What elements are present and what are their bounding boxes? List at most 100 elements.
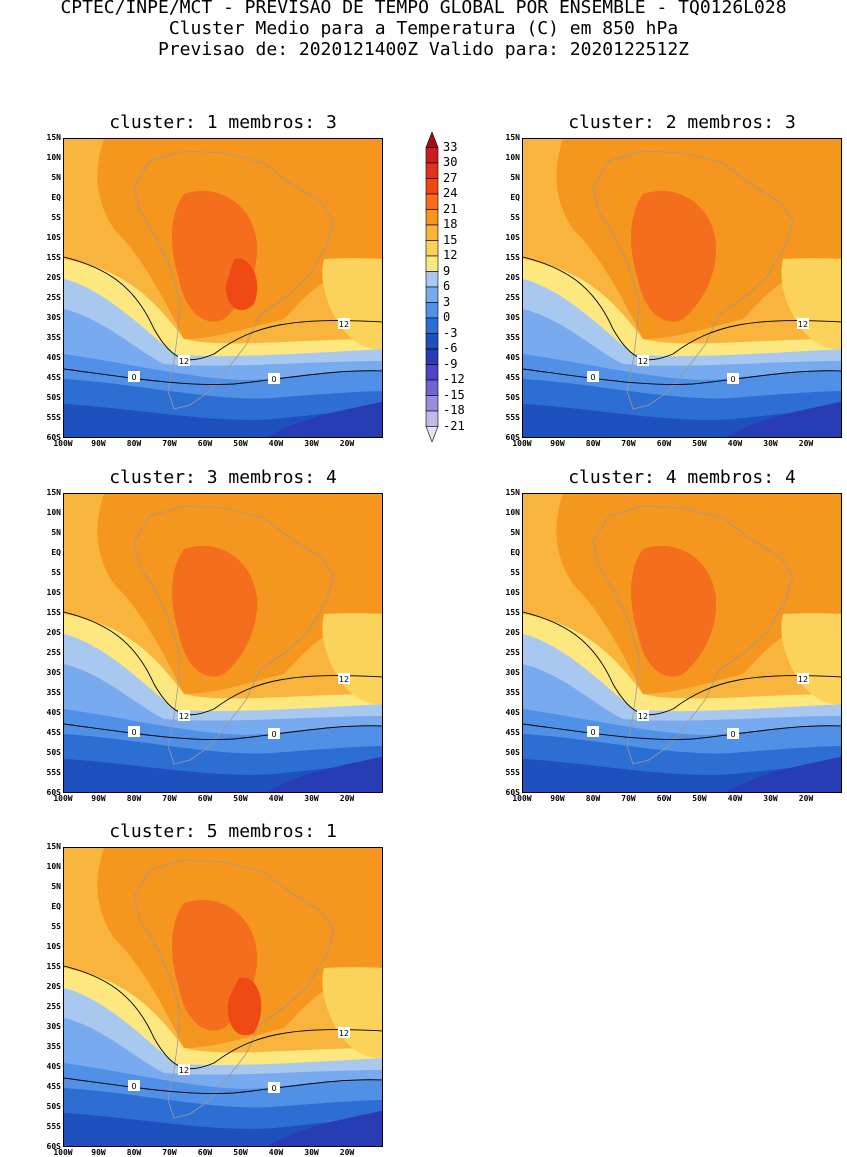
lat-label: 25S	[505, 293, 520, 302]
lon-label: 30W	[304, 794, 319, 803]
lat-label: 25S	[505, 648, 520, 657]
svg-text:12: 12	[798, 675, 808, 684]
svg-text:0: 0	[590, 373, 595, 382]
coastline	[133, 150, 335, 410]
lat-label: 20S	[46, 628, 61, 637]
map-panel-2: 12 12 0 0 15N 10N 5N EQ 5S 10S 15S 20S 25S 30S 35S 40S 4…	[506, 133, 842, 448]
lon-label: 70W	[162, 794, 177, 803]
lat-label: 60S	[505, 788, 520, 797]
lon-label: 90W	[91, 794, 106, 803]
colorbar-segment	[425, 131, 439, 148]
map-area: 12 12 0 0	[63, 138, 383, 438]
contour-label: 12	[338, 673, 350, 684]
colorbar-segment	[425, 364, 439, 381]
colorbar-label: 0	[443, 310, 451, 324]
lon-label: 60W	[197, 1148, 213, 1157]
lon-label: 100W	[512, 439, 532, 448]
contour-label: 0	[727, 373, 739, 384]
map-panel-1: 12 12 0 0 15N 10N 5N EQ 5S 10S 15S 20S 25S 30S 35S 40S 4…	[47, 133, 383, 448]
lon-label: 40W	[727, 439, 743, 448]
contour-label: 0	[727, 728, 739, 739]
colorbar	[425, 131, 439, 443]
lat-label: 5S	[51, 922, 61, 931]
lat-label: 15S	[46, 253, 61, 262]
temperature-band	[781, 258, 841, 350]
colorbar-segment	[425, 240, 439, 257]
lon-label: 60W	[197, 794, 213, 803]
lat-label: 60S	[46, 1142, 61, 1151]
colorbar-segment	[425, 317, 439, 334]
lat-label: 35S	[46, 1042, 61, 1051]
contour-0	[64, 723, 382, 740]
lat-label: 35S	[505, 333, 520, 342]
temperature-band	[322, 967, 382, 1059]
coastline	[133, 859, 335, 1119]
lat-label: 55S	[46, 413, 61, 422]
lat-label: 50S	[505, 393, 520, 402]
lat-label: 50S	[505, 748, 520, 757]
lon-label: 70W	[621, 439, 636, 448]
contour-label: 0	[268, 728, 280, 739]
svg-text:0: 0	[131, 373, 136, 382]
lon-label: 20W	[339, 794, 355, 803]
lon-label: 20W	[339, 1148, 355, 1157]
lat-label: 10N	[46, 508, 61, 517]
lon-label: 70W	[621, 794, 636, 803]
colorbar-label: -12	[443, 372, 465, 386]
lat-label: 10S	[46, 233, 61, 242]
lat-label: 5S	[51, 213, 61, 222]
contour-label: 12	[338, 1027, 350, 1038]
temperature-band	[172, 545, 258, 677]
colorbar-segment	[425, 255, 439, 272]
colorbar-segment	[425, 193, 439, 210]
lat-label: 25S	[46, 1002, 61, 1011]
contour-label: 12	[637, 710, 649, 721]
temperature-band	[322, 613, 382, 705]
lat-label: EQ	[510, 193, 520, 202]
contour-label: 12	[178, 710, 190, 721]
lat-label: 35S	[505, 688, 520, 697]
lat-label: 5N	[51, 173, 61, 182]
lon-label: 20W	[339, 439, 355, 448]
lat-label: 15N	[46, 133, 61, 142]
lon-label: 80W	[126, 1148, 142, 1157]
contour-label: 12	[797, 673, 809, 684]
temperature-band	[225, 258, 258, 311]
panel-title-4: cluster: 4 membros: 4	[568, 467, 796, 488]
lat-label: 60S	[46, 788, 61, 797]
contour-label: 0	[128, 726, 140, 737]
lat-label: 5N	[510, 173, 520, 182]
map-panel-5: 12 12 0 0 15N 10N 5N EQ 5S 10S 15S 20S 25S 30S 35S 40S 4…	[47, 842, 383, 1157]
lon-label: 80W	[585, 794, 601, 803]
lon-label: 50W	[692, 439, 707, 448]
header-line-3: Previsao de: 2020121400Z Valido para: 20…	[157, 39, 689, 60]
lat-label: 10N	[505, 153, 520, 162]
colorbar-label: -3	[443, 325, 458, 340]
contour-label: 0	[587, 726, 599, 737]
lon-label: 100W	[53, 794, 73, 803]
contour-label: 0	[268, 373, 280, 384]
lat-label: 30S	[505, 313, 520, 322]
temperature-band	[267, 401, 382, 437]
lat-label: 25S	[46, 293, 61, 302]
lat-label: 30S	[46, 668, 61, 677]
lon-label: 40W	[268, 794, 284, 803]
lon-label: 60W	[197, 439, 213, 448]
colorbar-label: 30	[443, 155, 458, 169]
lat-label: 30S	[505, 668, 520, 677]
lon-label: 90W	[550, 439, 565, 448]
svg-text:0: 0	[590, 728, 595, 737]
colorbar-label: 12	[443, 248, 458, 262]
lat-label: 40S	[505, 353, 520, 362]
contour-0	[523, 723, 841, 740]
panel-title-3: cluster: 3 membros: 4	[109, 467, 337, 488]
colorbar-segment	[425, 348, 439, 365]
lat-label: 20S	[505, 273, 520, 282]
panel-title-5: cluster: 5 membros: 1	[109, 821, 337, 842]
lat-label: 10N	[46, 153, 61, 162]
colorbar-label: -9	[443, 356, 458, 371]
map-area: 12 12 0 0	[522, 493, 842, 793]
temperature-band	[227, 977, 262, 1036]
temperature-band	[267, 1110, 382, 1146]
contour-label: 12	[338, 318, 350, 329]
